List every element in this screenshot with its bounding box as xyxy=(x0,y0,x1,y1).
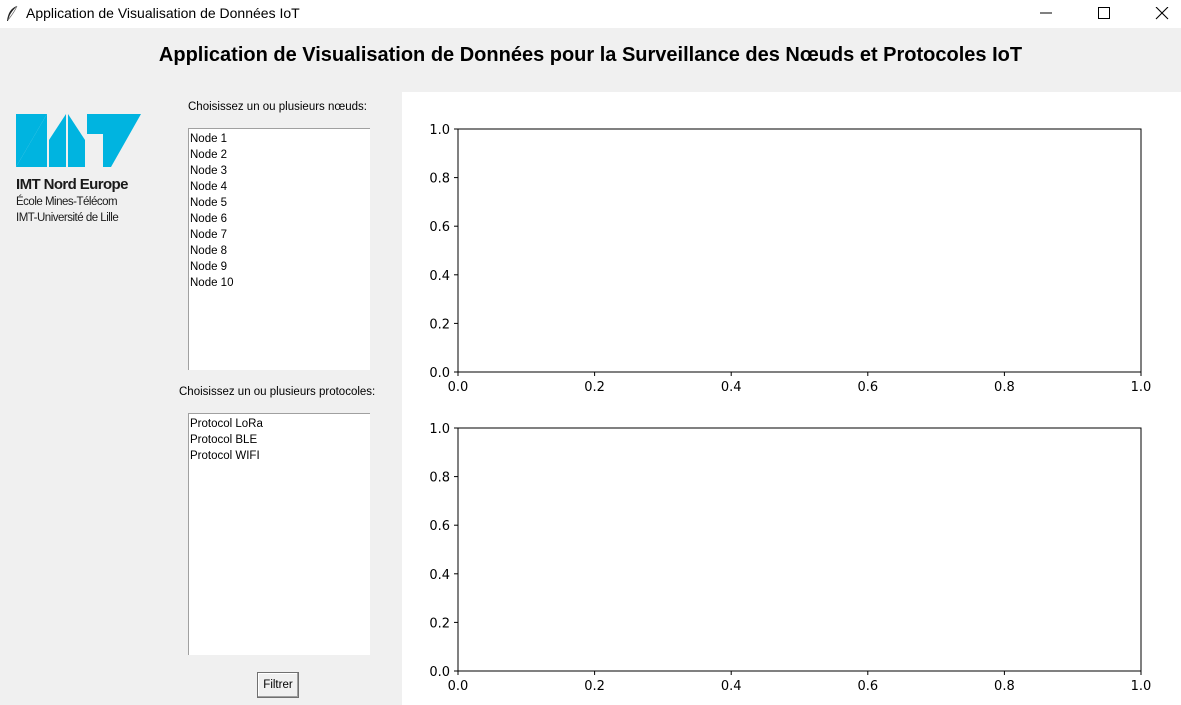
y-tick-label: 0.6 xyxy=(429,220,450,235)
protocols-label: Choisissez un ou plusieurs protocoles: xyxy=(179,386,376,398)
node-list-item[interactable]: Node 5 xyxy=(190,197,228,209)
nodes-listbox[interactable]: Node 1 Node 2 Node 3 Node 4 Node 5 Node 6 Node… xyxy=(188,128,370,370)
plot-frame xyxy=(457,128,1142,373)
logo-subtitle-2: IMT-Université de Lille xyxy=(16,212,119,224)
feather-icon xyxy=(7,5,18,21)
y-tick-label: 0.0 xyxy=(429,665,450,680)
y-tick-label: 0.2 xyxy=(429,616,450,631)
node-list-item[interactable]: Node 8 xyxy=(190,245,228,257)
y-tick-label: 0.4 xyxy=(429,269,450,284)
logo-subtitle-1: École Mines-Télécom xyxy=(16,196,118,208)
node-list-item[interactable]: Node 1 xyxy=(190,133,228,145)
y-tick-label: 1.0 xyxy=(429,123,450,138)
node-list-item[interactable]: Node 7 xyxy=(190,229,228,241)
node-list-item[interactable]: Node 10 xyxy=(190,277,234,289)
x-tick-label: 1.0 xyxy=(1131,679,1152,694)
minimize-button[interactable] xyxy=(1017,0,1075,28)
protocol-list-item[interactable]: Protocol WIFI xyxy=(190,450,260,462)
plot-frame xyxy=(457,427,1142,672)
y-tick-label: 1.0 xyxy=(429,422,450,437)
x-tick-label: 0.6 xyxy=(857,679,878,694)
page-title: Application de Visualisation de Données … xyxy=(158,44,1023,66)
node-list-item[interactable]: Node 2 xyxy=(190,149,228,161)
node-list-item[interactable]: Node 6 xyxy=(190,213,228,225)
x-tick-label: 0.4 xyxy=(721,380,742,395)
window-titlebar: Application de Visualisation de Données … xyxy=(0,0,1181,28)
chart-bottom-svg: 0.0 0.2 0.4 0.6 0.8 1.0 0.0 0.2 0.4 0.6 0.8 1.0 xyxy=(429,422,1152,694)
y-tick-label: 0.8 xyxy=(429,471,450,486)
close-button[interactable] xyxy=(1133,0,1181,28)
close-icon xyxy=(1155,7,1169,20)
node-list-item[interactable]: Node 4 xyxy=(190,181,228,193)
chart-top: 0.0 0.2 0.4 0.6 0.8 1.0 0.0 0.2 0.4 0.6 0.8 1.0 xyxy=(402,92,1181,398)
x-tick-label: 0.2 xyxy=(584,679,605,694)
y-tick-label: 0.4 xyxy=(429,568,450,583)
nodes-label: Choisissez un ou plusieurs nœuds: xyxy=(188,101,367,113)
x-tick-label: 0.2 xyxy=(584,380,605,395)
filter-button[interactable]: Filtrer xyxy=(257,672,299,698)
window-title: Application de Visualisation de Données … xyxy=(26,5,300,21)
chart-bottom: 0.0 0.2 0.4 0.6 0.8 1.0 0.0 0.2 0.4 0.6 0.8 1.0 xyxy=(402,391,1181,697)
y-tick-label: 0.6 xyxy=(429,519,450,534)
protocol-list-item[interactable]: Protocol LoRa xyxy=(190,418,263,430)
logo-name: IMT Nord Europe xyxy=(16,176,128,193)
x-tick-label: 0.0 xyxy=(448,380,469,395)
maximize-icon xyxy=(1098,7,1110,19)
x-tick-label: 0.6 xyxy=(857,380,878,395)
minimize-icon xyxy=(1040,12,1052,14)
node-list-item[interactable]: Node 3 xyxy=(190,165,228,177)
x-tick-label: 0.0 xyxy=(448,679,469,694)
x-tick-label: 0.8 xyxy=(994,380,1015,395)
chart-top-svg: 0.0 0.2 0.4 0.6 0.8 1.0 0.0 0.2 0.4 0.6 0.8 1.0 xyxy=(429,123,1152,395)
node-list-item[interactable]: Node 9 xyxy=(190,261,228,273)
protocol-list-item[interactable]: Protocol BLE xyxy=(190,434,258,446)
y-tick-label: 0.8 xyxy=(429,172,450,187)
imt-logo-icon xyxy=(16,114,141,167)
x-tick-label: 1.0 xyxy=(1131,380,1152,395)
x-tick-label: 0.8 xyxy=(994,679,1015,694)
maximize-button[interactable] xyxy=(1075,0,1133,28)
x-tick-label: 0.4 xyxy=(721,679,742,694)
y-tick-label: 0.2 xyxy=(429,317,450,332)
protocols-listbox[interactable]: Protocol LoRa Protocol BLE Protocol WIFI xyxy=(188,413,370,655)
plot-canvas: 0.0 0.2 0.4 0.6 0.8 1.0 0.0 0.2 0.4 0.6 0.8 1.0 0.0… xyxy=(402,92,1181,705)
y-tick-label: 0.0 xyxy=(429,366,450,381)
